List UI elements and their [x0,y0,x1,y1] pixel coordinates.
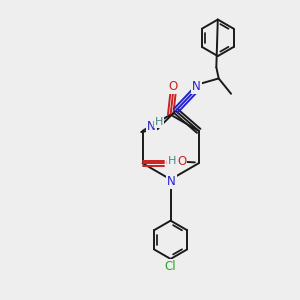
Text: N: N [192,80,201,93]
Text: N: N [167,175,176,188]
Text: H: H [154,117,163,127]
Text: N: N [147,120,156,133]
Text: O: O [177,155,186,168]
Text: H: H [168,157,176,166]
Text: O: O [166,157,175,170]
Text: O: O [168,80,178,94]
Text: Cl: Cl [165,260,176,273]
